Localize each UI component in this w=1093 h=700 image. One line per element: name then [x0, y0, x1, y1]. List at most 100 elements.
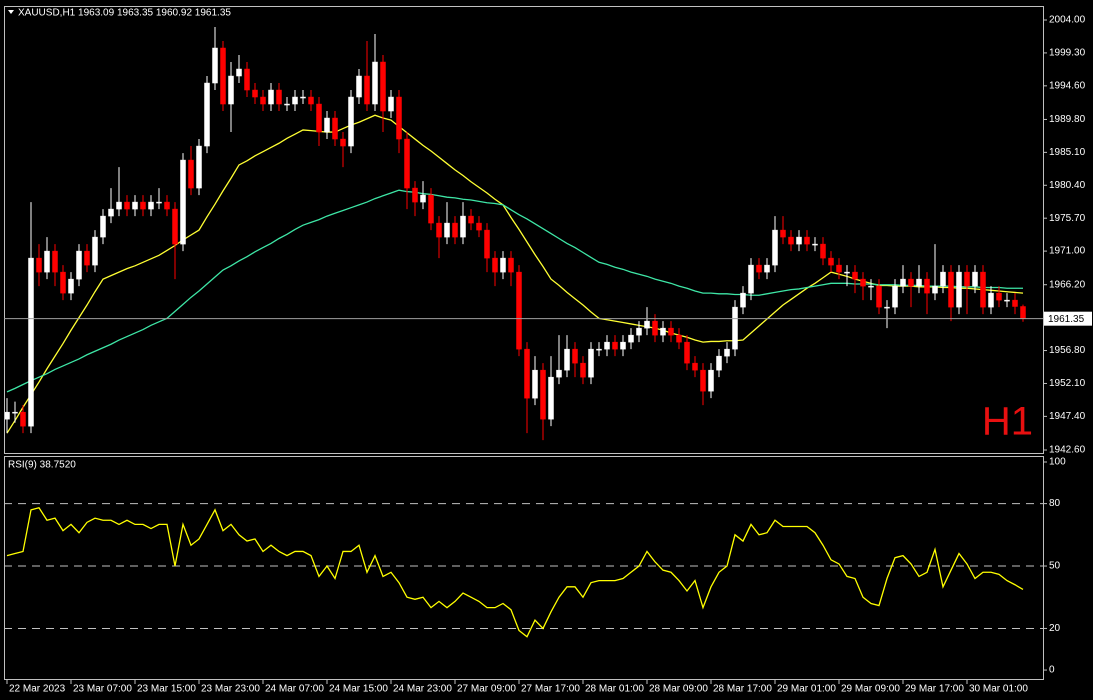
candle-body [972, 271, 978, 287]
candle-body [396, 96, 402, 140]
candle-body [60, 271, 66, 294]
price-pane-border [4, 6, 1044, 454]
x-tick-label: 28 Mar 01:00 [585, 684, 644, 695]
candle-body [660, 327, 666, 336]
candle-body [484, 229, 490, 259]
candle-body [988, 292, 994, 308]
candle-body [76, 250, 82, 280]
candle-body [508, 257, 514, 273]
candle-body [84, 250, 90, 266]
candle-body [652, 320, 658, 336]
candle-body [36, 257, 42, 273]
y-tick-label: 1985.10 [1049, 147, 1086, 158]
candle-body [772, 229, 778, 266]
candle-body [916, 278, 922, 287]
candle-body [908, 278, 914, 287]
y-tick-label: 1942.60 [1049, 445, 1086, 456]
candle-body [292, 96, 298, 105]
candle-body [156, 201, 162, 204]
candle-body [884, 306, 890, 309]
candle-body [940, 271, 946, 287]
candle-body [756, 264, 762, 273]
candle-body [228, 75, 234, 105]
candle-body [612, 341, 618, 350]
candle-body [724, 348, 730, 357]
candle-body [1012, 299, 1018, 307]
candle-body [260, 96, 266, 105]
candle-body [236, 68, 242, 77]
candle-body [468, 215, 474, 224]
candle-body [452, 222, 458, 238]
y-tick-label: 1975.70 [1049, 213, 1086, 224]
candle-body [980, 271, 986, 308]
symbol-menu[interactable] [8, 10, 14, 14]
candle-body [108, 208, 114, 217]
candle-body [308, 96, 314, 105]
y-tick-label: 1971.00 [1049, 246, 1086, 257]
candle-body [716, 355, 722, 371]
y-tick-label: 80 [1049, 498, 1061, 509]
candle-body [12, 411, 18, 414]
candle-body [852, 271, 858, 280]
price-label: 1961.35 [1048, 314, 1085, 325]
candle-body [748, 264, 754, 294]
candle-body [44, 250, 50, 273]
x-tick-label: 23 Mar 07:00 [73, 684, 132, 695]
candle-body [572, 348, 578, 364]
rsi-pane [4, 503, 1043, 638]
y-tick-label: 1999.30 [1049, 48, 1086, 59]
candle-body [348, 96, 354, 147]
x-tick-label: 23 Mar 15:00 [137, 684, 196, 695]
candle-body [492, 257, 498, 273]
candle-body [428, 194, 434, 224]
y-tick-label: 1947.40 [1049, 411, 1086, 422]
candle-body [564, 348, 570, 371]
candle-body [116, 201, 122, 210]
candle-body [1004, 299, 1010, 302]
candle-body [548, 376, 554, 420]
candle-body [836, 264, 842, 273]
candle-body [796, 236, 802, 245]
candle-body [668, 327, 674, 336]
candle-body [356, 75, 362, 98]
candle-body [164, 201, 170, 210]
candle-body [876, 285, 882, 308]
candle-body [212, 47, 218, 84]
candle-body [180, 159, 186, 245]
candle-body [28, 257, 34, 427]
x-tick-label: 24 Mar 15:00 [329, 684, 388, 695]
candle-body [140, 201, 146, 210]
candle-body [676, 334, 682, 343]
y-tick-label: 2004.00 [1049, 15, 1086, 26]
candle-body [220, 47, 226, 105]
x-tick-label: 22 Mar 2023 [9, 684, 66, 695]
candle-body [476, 222, 482, 231]
candle-body [924, 278, 930, 294]
candle-body [964, 271, 970, 287]
candle-body [1020, 306, 1026, 319]
candle-body [332, 117, 338, 140]
y-tick-label: 1952.10 [1049, 378, 1086, 389]
candle-body [276, 89, 282, 105]
candle-body [388, 96, 394, 112]
y-tick-label: 20 [1049, 623, 1061, 634]
y-tick-label: 1994.60 [1049, 80, 1086, 91]
candle-body [804, 236, 810, 245]
candle-body [868, 285, 874, 288]
candle-body [148, 201, 154, 210]
timeframe-label: H1 [982, 400, 1033, 444]
candle-body [204, 82, 210, 147]
candle-body [860, 278, 866, 287]
y-tick-label: 1989.80 [1049, 114, 1086, 125]
candle-body [52, 250, 58, 273]
candle-body [820, 243, 826, 259]
candle-body [780, 229, 786, 238]
candle-body [844, 271, 850, 274]
candle-body [500, 257, 506, 273]
candle-body [620, 341, 626, 350]
candle-body [124, 201, 130, 210]
y-tick-label: 0 [1049, 665, 1055, 676]
candle-body [580, 362, 586, 378]
